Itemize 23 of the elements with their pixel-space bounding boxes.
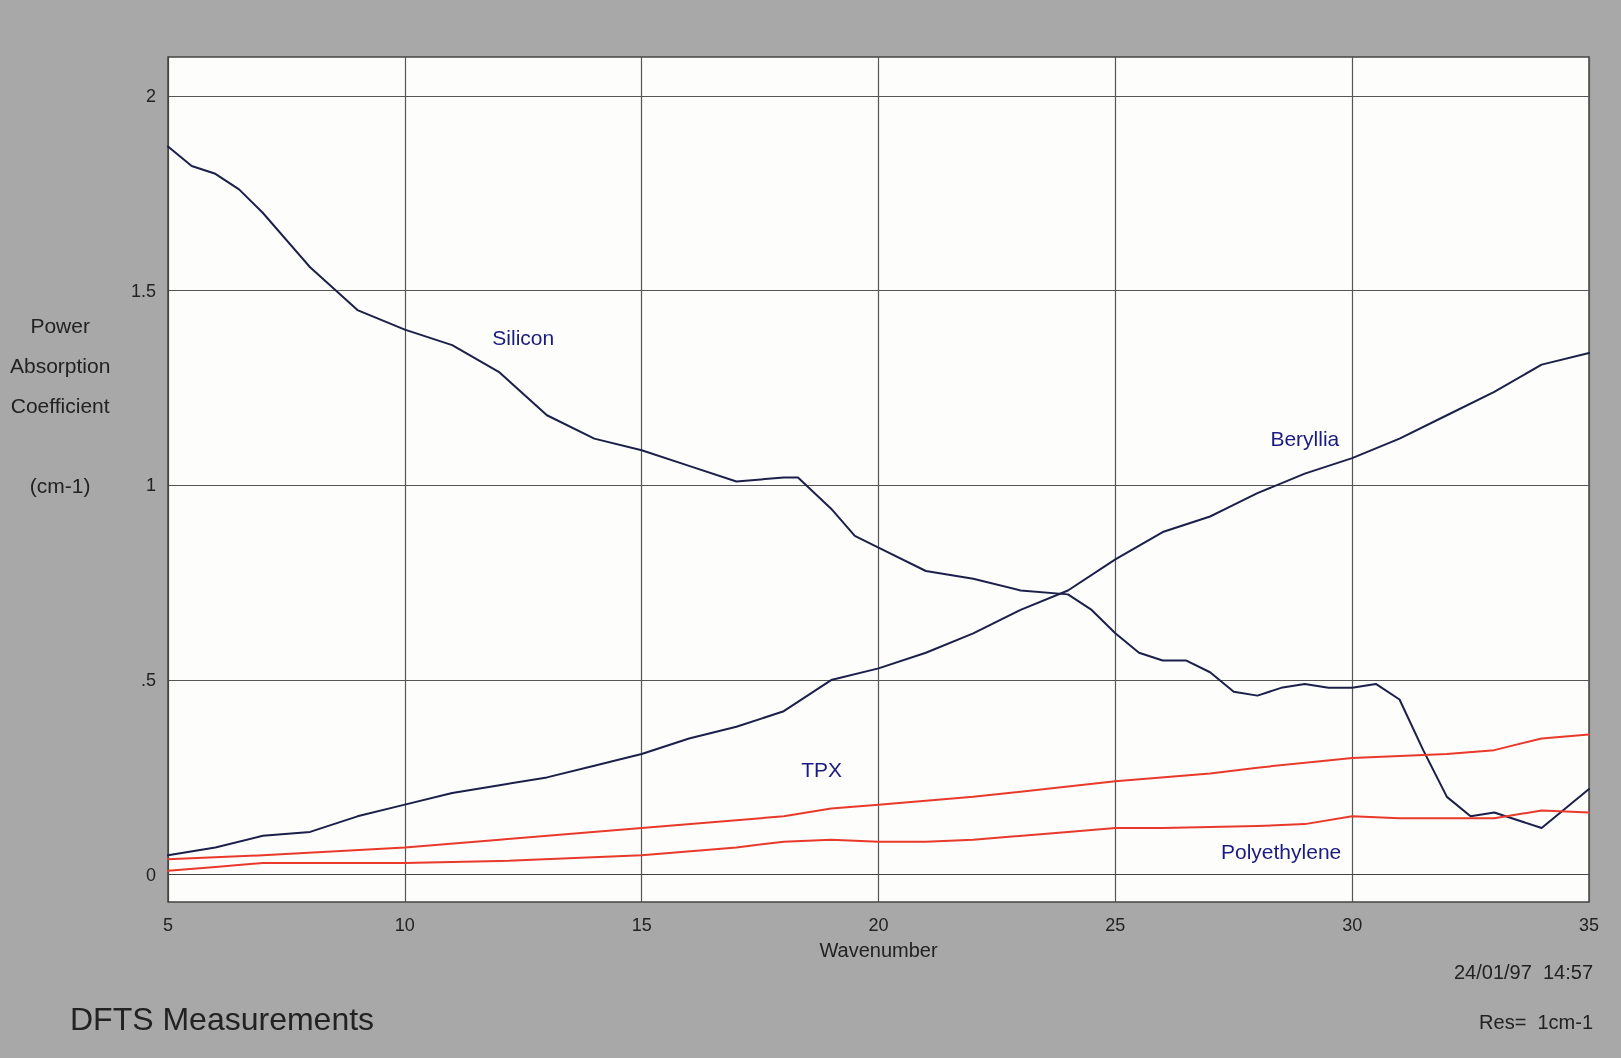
x-axis-title: Wavenumber — [819, 939, 938, 961]
x-tick-label: 20 — [868, 915, 889, 935]
text: DFTS Measurements — [70, 1001, 375, 1037]
text: Power Absorption Coefficient (cm-1) — [9, 313, 111, 497]
y-tick-label: .5 — [140, 670, 156, 691]
line-series — [167, 733, 1590, 861]
x-tick-label: 35 — [1578, 915, 1600, 935]
x-tick-label: 15 — [631, 915, 652, 935]
series-label: Beryllia — [1270, 427, 1340, 451]
line-series — [167, 809, 1590, 872]
text: 24/01/97 14:57 — [1453, 961, 1593, 983]
x-tick-label: 30 — [1342, 915, 1363, 935]
series-label: Polyethylene — [1220, 839, 1342, 863]
x-tick-label: 5 — [162, 915, 174, 935]
text: Res= 1cm-1 — [1479, 1011, 1594, 1033]
series-label: TPX — [801, 758, 843, 782]
x-tick-label: 25 — [1105, 915, 1126, 935]
y-tick-label: 2 — [145, 85, 156, 106]
series-label: Silicon — [492, 325, 555, 349]
y-tick-label: 1 — [145, 475, 156, 496]
y-tick-label: 1.5 — [130, 280, 156, 301]
x-tick-label: 10 — [394, 915, 415, 935]
y-tick-label: 0 — [145, 864, 156, 885]
